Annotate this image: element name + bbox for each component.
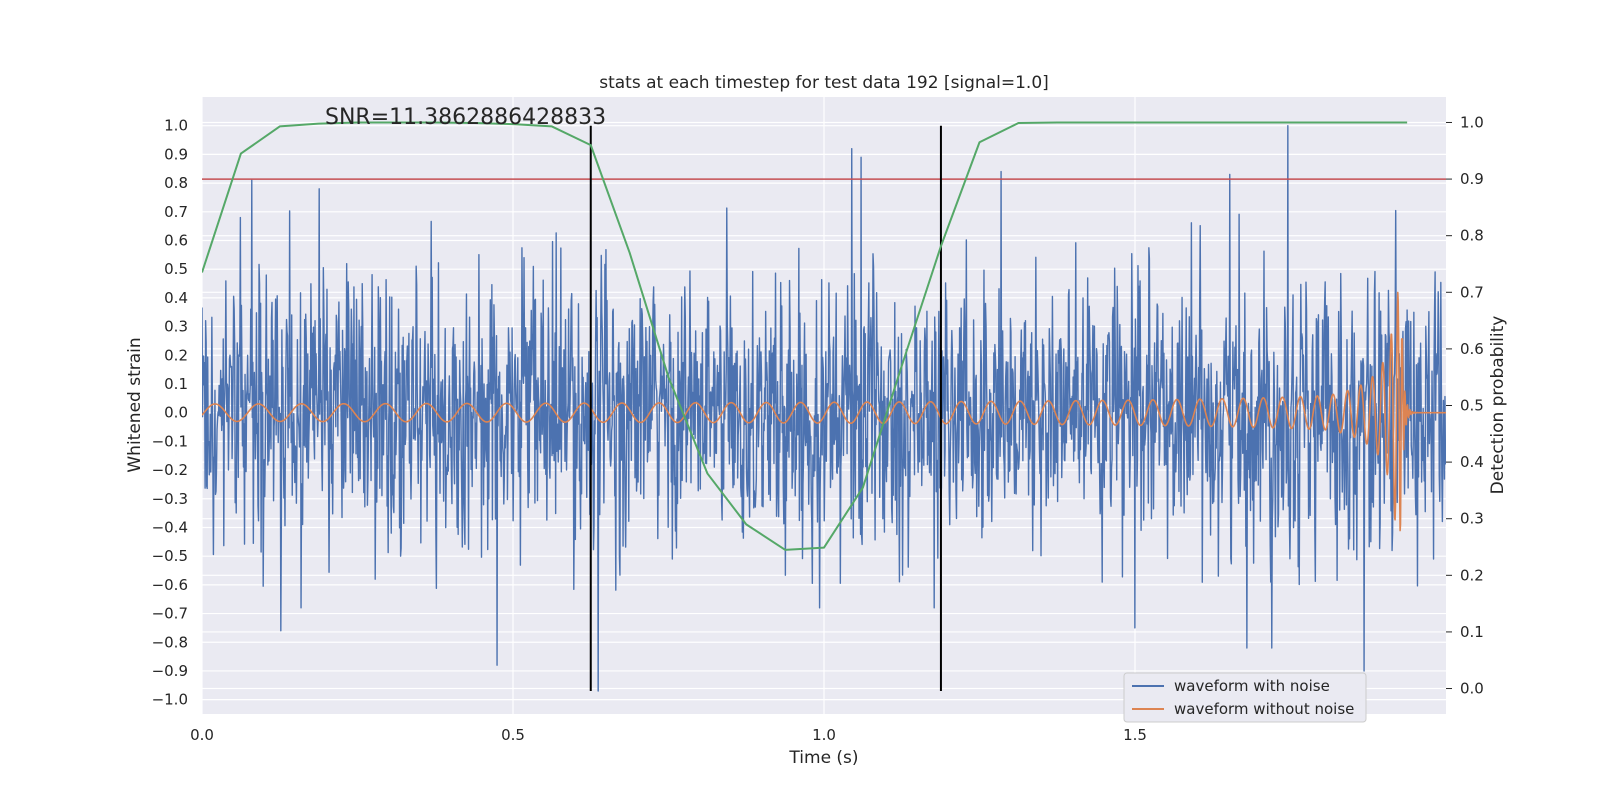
y-tick-label: −0.6 — [152, 576, 188, 594]
y2-tick-label: 0.2 — [1460, 566, 1484, 584]
y-tick-label: 0.5 — [164, 260, 188, 278]
y-tick-label: 0.7 — [164, 203, 188, 221]
y-tick-label: −0.3 — [152, 490, 188, 508]
y-tick-label: 0.2 — [164, 346, 188, 364]
y-tick-label: 0.1 — [164, 375, 188, 393]
x-tick-label: 1.0 — [812, 726, 836, 744]
y2-tick-label: 0.4 — [1460, 453, 1484, 471]
series-detection-probability — [202, 121, 1408, 551]
y-tick-label: −0.9 — [152, 662, 188, 680]
y-tick-label: −0.2 — [152, 461, 188, 479]
legend-label-noise: waveform with noise — [1174, 677, 1330, 695]
y-tick-label: −0.5 — [152, 547, 188, 565]
axes: 0.0 0.5 1.0 1.5 1.0 0.9 0.8 0.7 0.6 0.5 0.4 0.3 0.2 0… — [152, 113, 1484, 744]
y-tick-label: −0.8 — [152, 633, 188, 651]
y-tick-label: −1.0 — [152, 691, 188, 709]
x-axis-label: Time (s) — [788, 748, 858, 768]
y2-tick-label: 0.8 — [1460, 227, 1484, 245]
y-tick-label: 0.6 — [164, 231, 188, 249]
y2-tick-label: 0.6 — [1460, 340, 1484, 358]
x-tick-label: 0.0 — [190, 726, 214, 744]
y2-tick-label: 0.9 — [1460, 170, 1484, 188]
y-tick-label: 0.4 — [164, 289, 188, 307]
data-layer — [202, 121, 1446, 692]
x-tick-label: 1.5 — [1123, 726, 1147, 744]
y2-tick-label: 0.7 — [1460, 283, 1484, 301]
y-tick-label: 0.0 — [164, 404, 188, 422]
y-tick-label: −0.1 — [152, 432, 188, 450]
y2-tick-label: 0.3 — [1460, 510, 1484, 528]
y2-tick-label: 1.0 — [1460, 113, 1484, 131]
legend-box — [1123, 672, 1367, 723]
snr-annotation: SNR=11.3862886428833 — [325, 105, 606, 130]
y-tick-label: −0.7 — [152, 605, 188, 623]
y2-tick-label: 0.5 — [1460, 397, 1484, 415]
y-tick-label: 0.3 — [164, 318, 188, 336]
series-waveform-without-noise — [202, 291, 1446, 532]
y-tick-label: 1.0 — [164, 117, 188, 135]
y-tick-label: 0.8 — [164, 174, 188, 192]
legend-label-clean: waveform without noise — [1174, 700, 1354, 718]
y2-tick-label: 0.0 — [1460, 680, 1484, 698]
chart-title: stats at each timestep for test data 192… — [599, 73, 1049, 93]
y-tick-label: 0.9 — [164, 145, 188, 163]
x-tick-label: 0.5 — [501, 726, 525, 744]
series-waveform-with-noise — [202, 125, 1446, 692]
y-axis-label: Whitened strain — [125, 337, 145, 472]
y2-axis-label: Detection probability — [1488, 316, 1508, 495]
y2-tick-label: 0.1 — [1460, 623, 1484, 641]
y-tick-label: −0.4 — [152, 518, 188, 536]
legend: waveform with noise waveform without noi… — [1123, 672, 1367, 723]
